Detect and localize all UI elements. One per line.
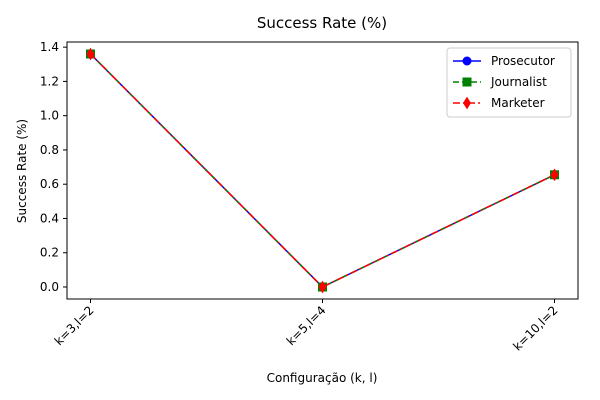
y-tick-label: 1.4 xyxy=(40,40,59,54)
y-tick-label: 1.2 xyxy=(40,74,59,88)
y-tick-label: 0.0 xyxy=(40,280,59,294)
chart-title: Success Rate (%) xyxy=(257,14,387,32)
data-point-marketer xyxy=(318,280,327,294)
legend-marker-prosecutor xyxy=(462,56,472,66)
y-tick-label: 1.0 xyxy=(40,109,59,123)
y-tick-label: 0.8 xyxy=(40,143,59,157)
data-point-marketer xyxy=(86,47,95,61)
legend-label-marketer: Marketer xyxy=(491,96,545,110)
data-point-marketer xyxy=(550,168,559,182)
legend-box xyxy=(446,47,572,118)
legend-label-prosecutor: Prosecutor xyxy=(491,54,555,68)
y-tick-label: 0.2 xyxy=(40,246,59,260)
legend-marker-journalist xyxy=(462,77,472,87)
legend-label-journalist: Journalist xyxy=(490,75,547,89)
legend-marker-marketer xyxy=(463,96,471,110)
y-tick-label: 0.6 xyxy=(40,177,59,191)
y-axis-label: Success Rate (%) xyxy=(15,119,29,223)
x-axis-label: Configuração (k, l) xyxy=(267,371,378,385)
series-line-marketer xyxy=(89,53,555,288)
y-tick-label: 0.4 xyxy=(40,211,59,225)
legend: Prosecutor Journalist Marketer xyxy=(446,47,572,118)
